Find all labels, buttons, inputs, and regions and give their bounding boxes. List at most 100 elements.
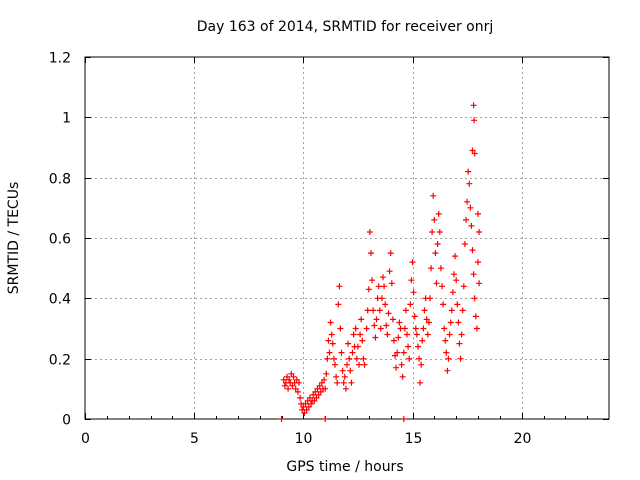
data-point bbox=[448, 307, 455, 314]
data-point bbox=[427, 295, 433, 302]
data-point bbox=[346, 355, 353, 362]
data-point bbox=[352, 325, 359, 332]
data-point bbox=[361, 361, 368, 368]
data-point bbox=[323, 370, 330, 377]
data-point bbox=[409, 259, 416, 266]
data-point bbox=[321, 376, 328, 383]
data-point bbox=[386, 268, 393, 275]
data-point bbox=[411, 313, 418, 320]
data-point bbox=[463, 216, 469, 223]
y-tick-label: 1.2 bbox=[49, 51, 71, 67]
data-point bbox=[460, 283, 467, 290]
data-point bbox=[453, 277, 460, 284]
data-point bbox=[402, 307, 409, 314]
data-point bbox=[292, 385, 299, 392]
data-point bbox=[439, 283, 445, 290]
data-point bbox=[377, 325, 384, 332]
data-point bbox=[429, 229, 436, 235]
data-point bbox=[324, 355, 331, 362]
data-point bbox=[329, 340, 336, 347]
data-point bbox=[469, 247, 476, 254]
data-point bbox=[428, 265, 435, 272]
grid-lines bbox=[85, 57, 609, 419]
data-point bbox=[308, 400, 314, 407]
data-point bbox=[296, 379, 302, 386]
data-point bbox=[336, 283, 343, 290]
data-point bbox=[470, 102, 477, 109]
data-point bbox=[418, 361, 425, 368]
data-point bbox=[431, 216, 438, 223]
data-point bbox=[290, 373, 297, 380]
data-point bbox=[366, 229, 373, 235]
data-point bbox=[420, 325, 427, 332]
data-point bbox=[347, 367, 354, 374]
data-point bbox=[286, 376, 293, 383]
data-point bbox=[424, 331, 431, 338]
data-point bbox=[471, 150, 478, 157]
data-point bbox=[404, 331, 410, 338]
data-point bbox=[350, 331, 357, 338]
data-point bbox=[433, 280, 440, 287]
data-point bbox=[401, 325, 408, 332]
x-axis-label: GPS time / hours bbox=[286, 459, 403, 475]
data-point bbox=[407, 301, 414, 308]
data-point bbox=[452, 253, 459, 260]
y-tick-label: 0.8 bbox=[49, 172, 71, 188]
data-point bbox=[332, 361, 338, 368]
data-point bbox=[326, 349, 333, 356]
data-point bbox=[349, 349, 356, 356]
data-point bbox=[443, 349, 450, 356]
data-point bbox=[390, 337, 397, 344]
data-point bbox=[348, 379, 355, 386]
data-point bbox=[456, 340, 463, 347]
data-point bbox=[387, 250, 394, 257]
data-point bbox=[334, 379, 341, 386]
y-tick-label: 0 bbox=[62, 413, 71, 429]
data-point bbox=[406, 355, 413, 362]
data-point bbox=[344, 361, 350, 368]
y-tick-label: 0.4 bbox=[49, 292, 71, 308]
data-point bbox=[342, 385, 349, 392]
data-point bbox=[395, 334, 402, 341]
data-point bbox=[335, 301, 342, 308]
data-point bbox=[454, 301, 461, 308]
data-point bbox=[471, 117, 478, 124]
y-tick-label: 0.2 bbox=[49, 353, 71, 369]
data-point bbox=[451, 271, 457, 278]
x-tick-label: 0 bbox=[81, 431, 90, 447]
data-point bbox=[441, 325, 448, 332]
x-tick-label: 15 bbox=[405, 431, 423, 447]
data-point bbox=[467, 204, 474, 211]
data-point bbox=[457, 355, 464, 362]
data-point bbox=[465, 168, 472, 175]
x-tick-labels: 0 5 10 15 20 bbox=[81, 431, 531, 447]
data-point bbox=[468, 222, 475, 229]
data-point bbox=[398, 361, 405, 368]
data-point bbox=[285, 385, 292, 392]
data-point bbox=[458, 331, 465, 338]
data-point bbox=[383, 322, 390, 329]
x-tick-label: 10 bbox=[295, 431, 313, 447]
data-point bbox=[281, 382, 288, 389]
data-point bbox=[370, 307, 377, 314]
data-point bbox=[381, 283, 388, 290]
data-point bbox=[421, 307, 428, 314]
data-point bbox=[417, 379, 424, 386]
data-point bbox=[365, 286, 372, 293]
data-point bbox=[340, 379, 347, 386]
data-point bbox=[476, 229, 483, 235]
data-point bbox=[312, 388, 319, 395]
data-point bbox=[337, 325, 344, 332]
data-point bbox=[382, 301, 389, 308]
data-point bbox=[471, 295, 478, 302]
data-point bbox=[466, 180, 473, 187]
axis-ticks bbox=[85, 57, 609, 420]
data-point bbox=[412, 325, 419, 332]
data-point bbox=[416, 355, 423, 362]
data-point bbox=[399, 373, 406, 380]
data-point bbox=[423, 316, 430, 323]
data-point bbox=[294, 388, 301, 395]
data-point bbox=[442, 337, 449, 344]
data-point bbox=[388, 280, 395, 287]
